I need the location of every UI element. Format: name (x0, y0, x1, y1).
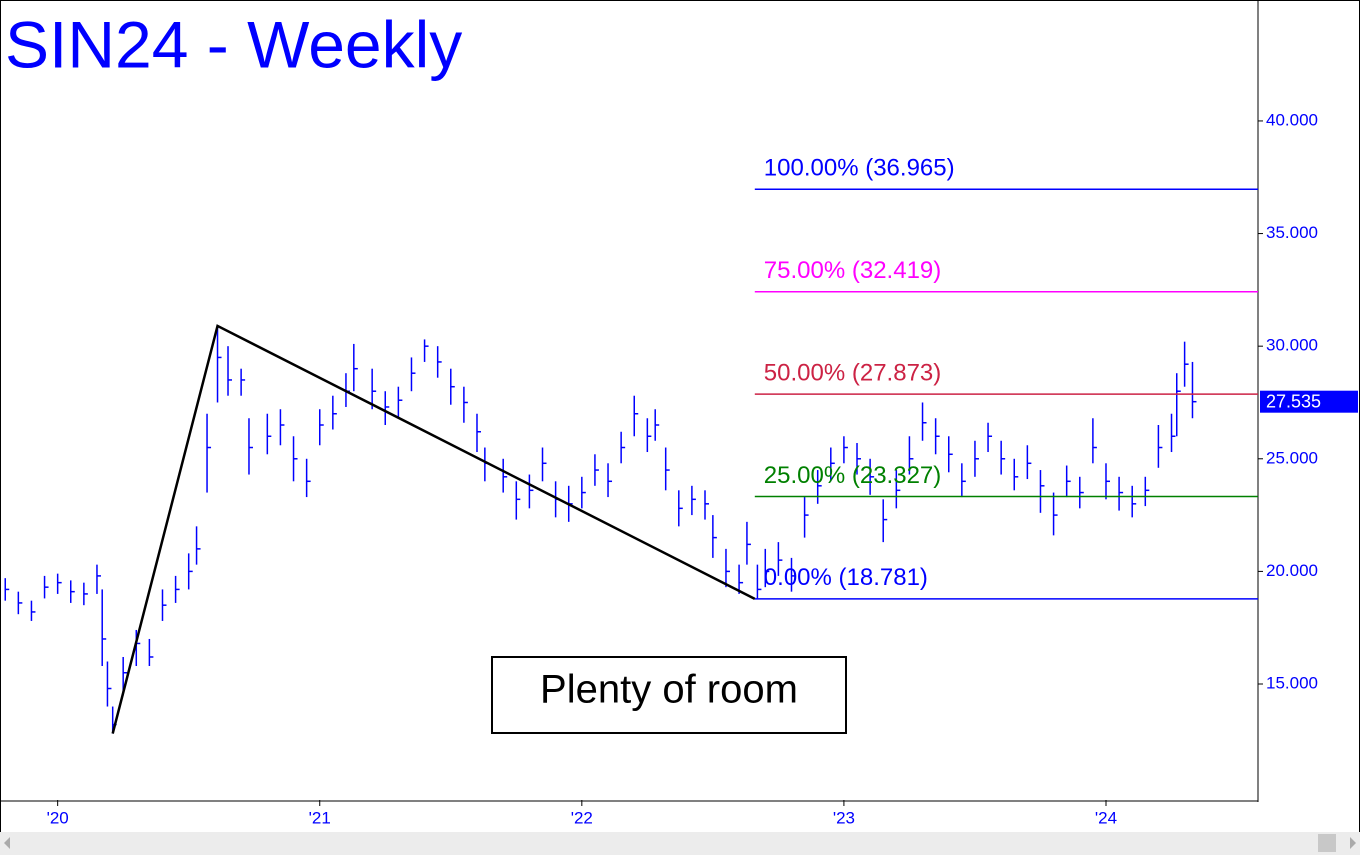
fib-label: 25.00% (23.327) (764, 462, 941, 489)
y-tick-label: 30.000 (1266, 336, 1318, 355)
annotation-box (491, 656, 847, 734)
scrollbar[interactable] (0, 832, 1360, 855)
x-tick-label: '21 (309, 808, 331, 827)
y-tick-label: 25.000 (1266, 448, 1318, 467)
y-tick-label: 35.000 (1266, 223, 1318, 242)
annotation: Plenty of room (540, 668, 798, 712)
x-tick-label: '20 (47, 808, 69, 827)
trendline (111, 324, 756, 734)
y-tick-label: 40.000 (1266, 110, 1318, 129)
x-tick-label: '23 (833, 808, 855, 827)
fib-label: 0.00% (18.781) (764, 564, 928, 591)
scroll-thumb[interactable] (1318, 834, 1336, 852)
y-tick-label: 15.000 (1266, 673, 1318, 692)
fib-label: 75.00% (32.419) (764, 257, 941, 284)
x-tick-label: '22 (571, 808, 593, 827)
last-price-box (1260, 390, 1358, 413)
fib-label: 100.00% (36.965) (764, 155, 955, 182)
chart-title: SIN24 - Weekly (5, 7, 462, 81)
plot-area (4, 325, 1197, 734)
x-tick-label: '24 (1095, 808, 1117, 827)
fib-label: 50.00% (27.873) (764, 359, 941, 386)
last-price-label: 27.535 (1266, 391, 1321, 411)
y-tick-label: 20.000 (1266, 561, 1318, 580)
scroll-right[interactable] (1350, 837, 1356, 849)
scroll-left[interactable] (4, 837, 10, 849)
